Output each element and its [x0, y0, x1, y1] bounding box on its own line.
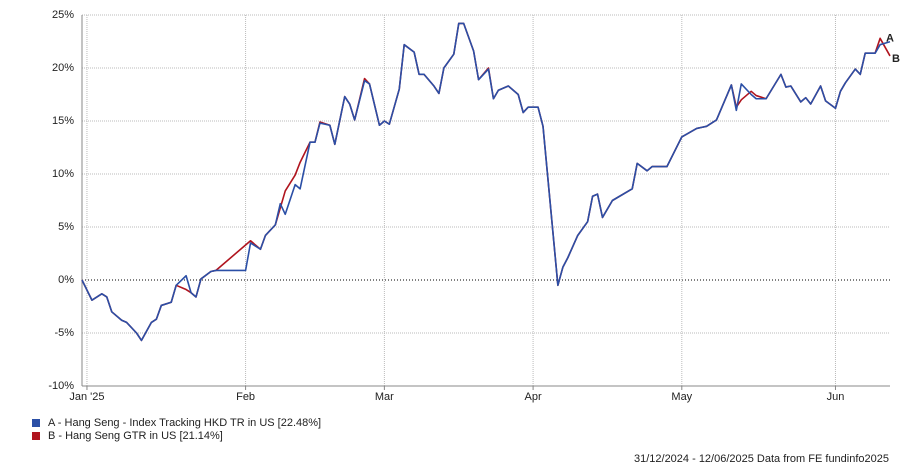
- legend-label: B - Hang Seng GTR in US [21.14%]: [48, 430, 223, 442]
- y-tick-label: -5%: [54, 327, 74, 339]
- y-tick-label: 15%: [52, 115, 74, 127]
- y-tick-label: 10%: [52, 168, 74, 180]
- y-tick-label: 0%: [58, 274, 74, 286]
- x-tick-label: May: [671, 391, 692, 403]
- x-tick-label: Jan '25: [69, 391, 104, 403]
- end-label: B: [892, 53, 900, 65]
- x-tick-label: Jun: [827, 391, 845, 403]
- x-tick-label: Feb: [236, 391, 255, 403]
- end-label: A: [886, 33, 894, 45]
- legend-swatch: [32, 419, 40, 427]
- x-tick-label: Apr: [525, 391, 542, 403]
- x-tick-label: Mar: [375, 391, 394, 403]
- y-tick-label: 5%: [58, 221, 74, 233]
- y-tick-label: 25%: [52, 9, 74, 21]
- footer: 31/12/2024 - 12/06/2025 Data from FE fun…: [634, 453, 889, 465]
- y-tick-label: -10%: [48, 380, 74, 392]
- legend-swatch: [32, 432, 40, 440]
- series-line: [81, 22, 891, 342]
- legend-label: A - Hang Seng - Index Tracking HKD TR in…: [48, 417, 321, 429]
- y-tick-label: 20%: [52, 62, 74, 74]
